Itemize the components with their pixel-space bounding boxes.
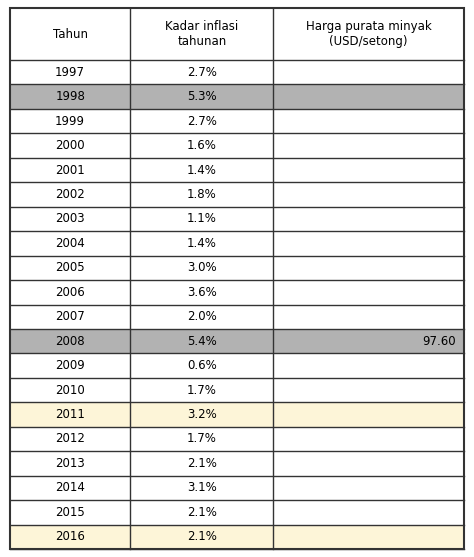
Text: 2.0%: 2.0% [187,310,217,323]
Text: 1.7%: 1.7% [187,384,217,397]
Text: Harga purata minyak
(USD/setong): Harga purata minyak (USD/setong) [306,20,431,48]
Bar [10,353,464,378]
Text: Tahun: Tahun [53,27,88,41]
Text: 3.0%: 3.0% [187,261,217,275]
Text: 2016: 2016 [55,530,85,543]
Text: 2001: 2001 [55,164,85,177]
Text: 2.1%: 2.1% [187,506,217,519]
Bar [10,158,464,182]
Bar [10,133,464,158]
Text: 2.1%: 2.1% [187,457,217,470]
Bar [10,207,464,231]
Text: 2.1%: 2.1% [187,530,217,543]
Bar [10,525,464,549]
Bar [10,8,464,60]
Text: 97.60: 97.60 [422,335,456,348]
Text: 2.7%: 2.7% [187,115,217,128]
Text: 1.6%: 1.6% [187,139,217,152]
Bar [10,231,464,256]
Text: Kadar inflasi
tahunan: Kadar inflasi tahunan [165,20,238,48]
Bar [10,378,464,402]
Bar [10,280,464,305]
Text: 2005: 2005 [55,261,85,275]
Text: 1.4%: 1.4% [187,237,217,250]
Text: 0.6%: 0.6% [187,359,217,372]
Bar [10,85,464,109]
Bar [10,182,464,207]
Text: 2012: 2012 [55,432,85,446]
Text: 1.4%: 1.4% [187,164,217,177]
Bar [10,476,464,500]
Text: 2003: 2003 [55,212,85,226]
Text: 2002: 2002 [55,188,85,201]
Text: 3.1%: 3.1% [187,481,217,495]
Text: 1.1%: 1.1% [187,212,217,226]
Bar [10,451,464,476]
Text: 2007: 2007 [55,310,85,323]
Bar [10,329,464,353]
Text: 2008: 2008 [55,335,85,348]
Text: 2009: 2009 [55,359,85,372]
Text: 1999: 1999 [55,115,85,128]
Text: 2011: 2011 [55,408,85,421]
Text: 3.2%: 3.2% [187,408,217,421]
Text: 1998: 1998 [55,90,85,103]
Text: 2010: 2010 [55,384,85,397]
Text: 2014: 2014 [55,481,85,495]
Text: 1.8%: 1.8% [187,188,217,201]
Text: 1997: 1997 [55,66,85,79]
Text: 2.7%: 2.7% [187,66,217,79]
Text: 2013: 2013 [55,457,85,470]
Bar [10,256,464,280]
Text: 2006: 2006 [55,286,85,299]
Text: 5.4%: 5.4% [187,335,217,348]
Bar [10,402,464,427]
Text: 1.7%: 1.7% [187,432,217,446]
Text: 2000: 2000 [55,139,85,152]
Text: 2015: 2015 [55,506,85,519]
Bar [10,60,464,85]
Bar [10,109,464,133]
Text: 2004: 2004 [55,237,85,250]
Bar [10,305,464,329]
Text: 3.6%: 3.6% [187,286,217,299]
Bar [10,427,464,451]
Bar [10,500,464,525]
Text: 5.3%: 5.3% [187,90,217,103]
